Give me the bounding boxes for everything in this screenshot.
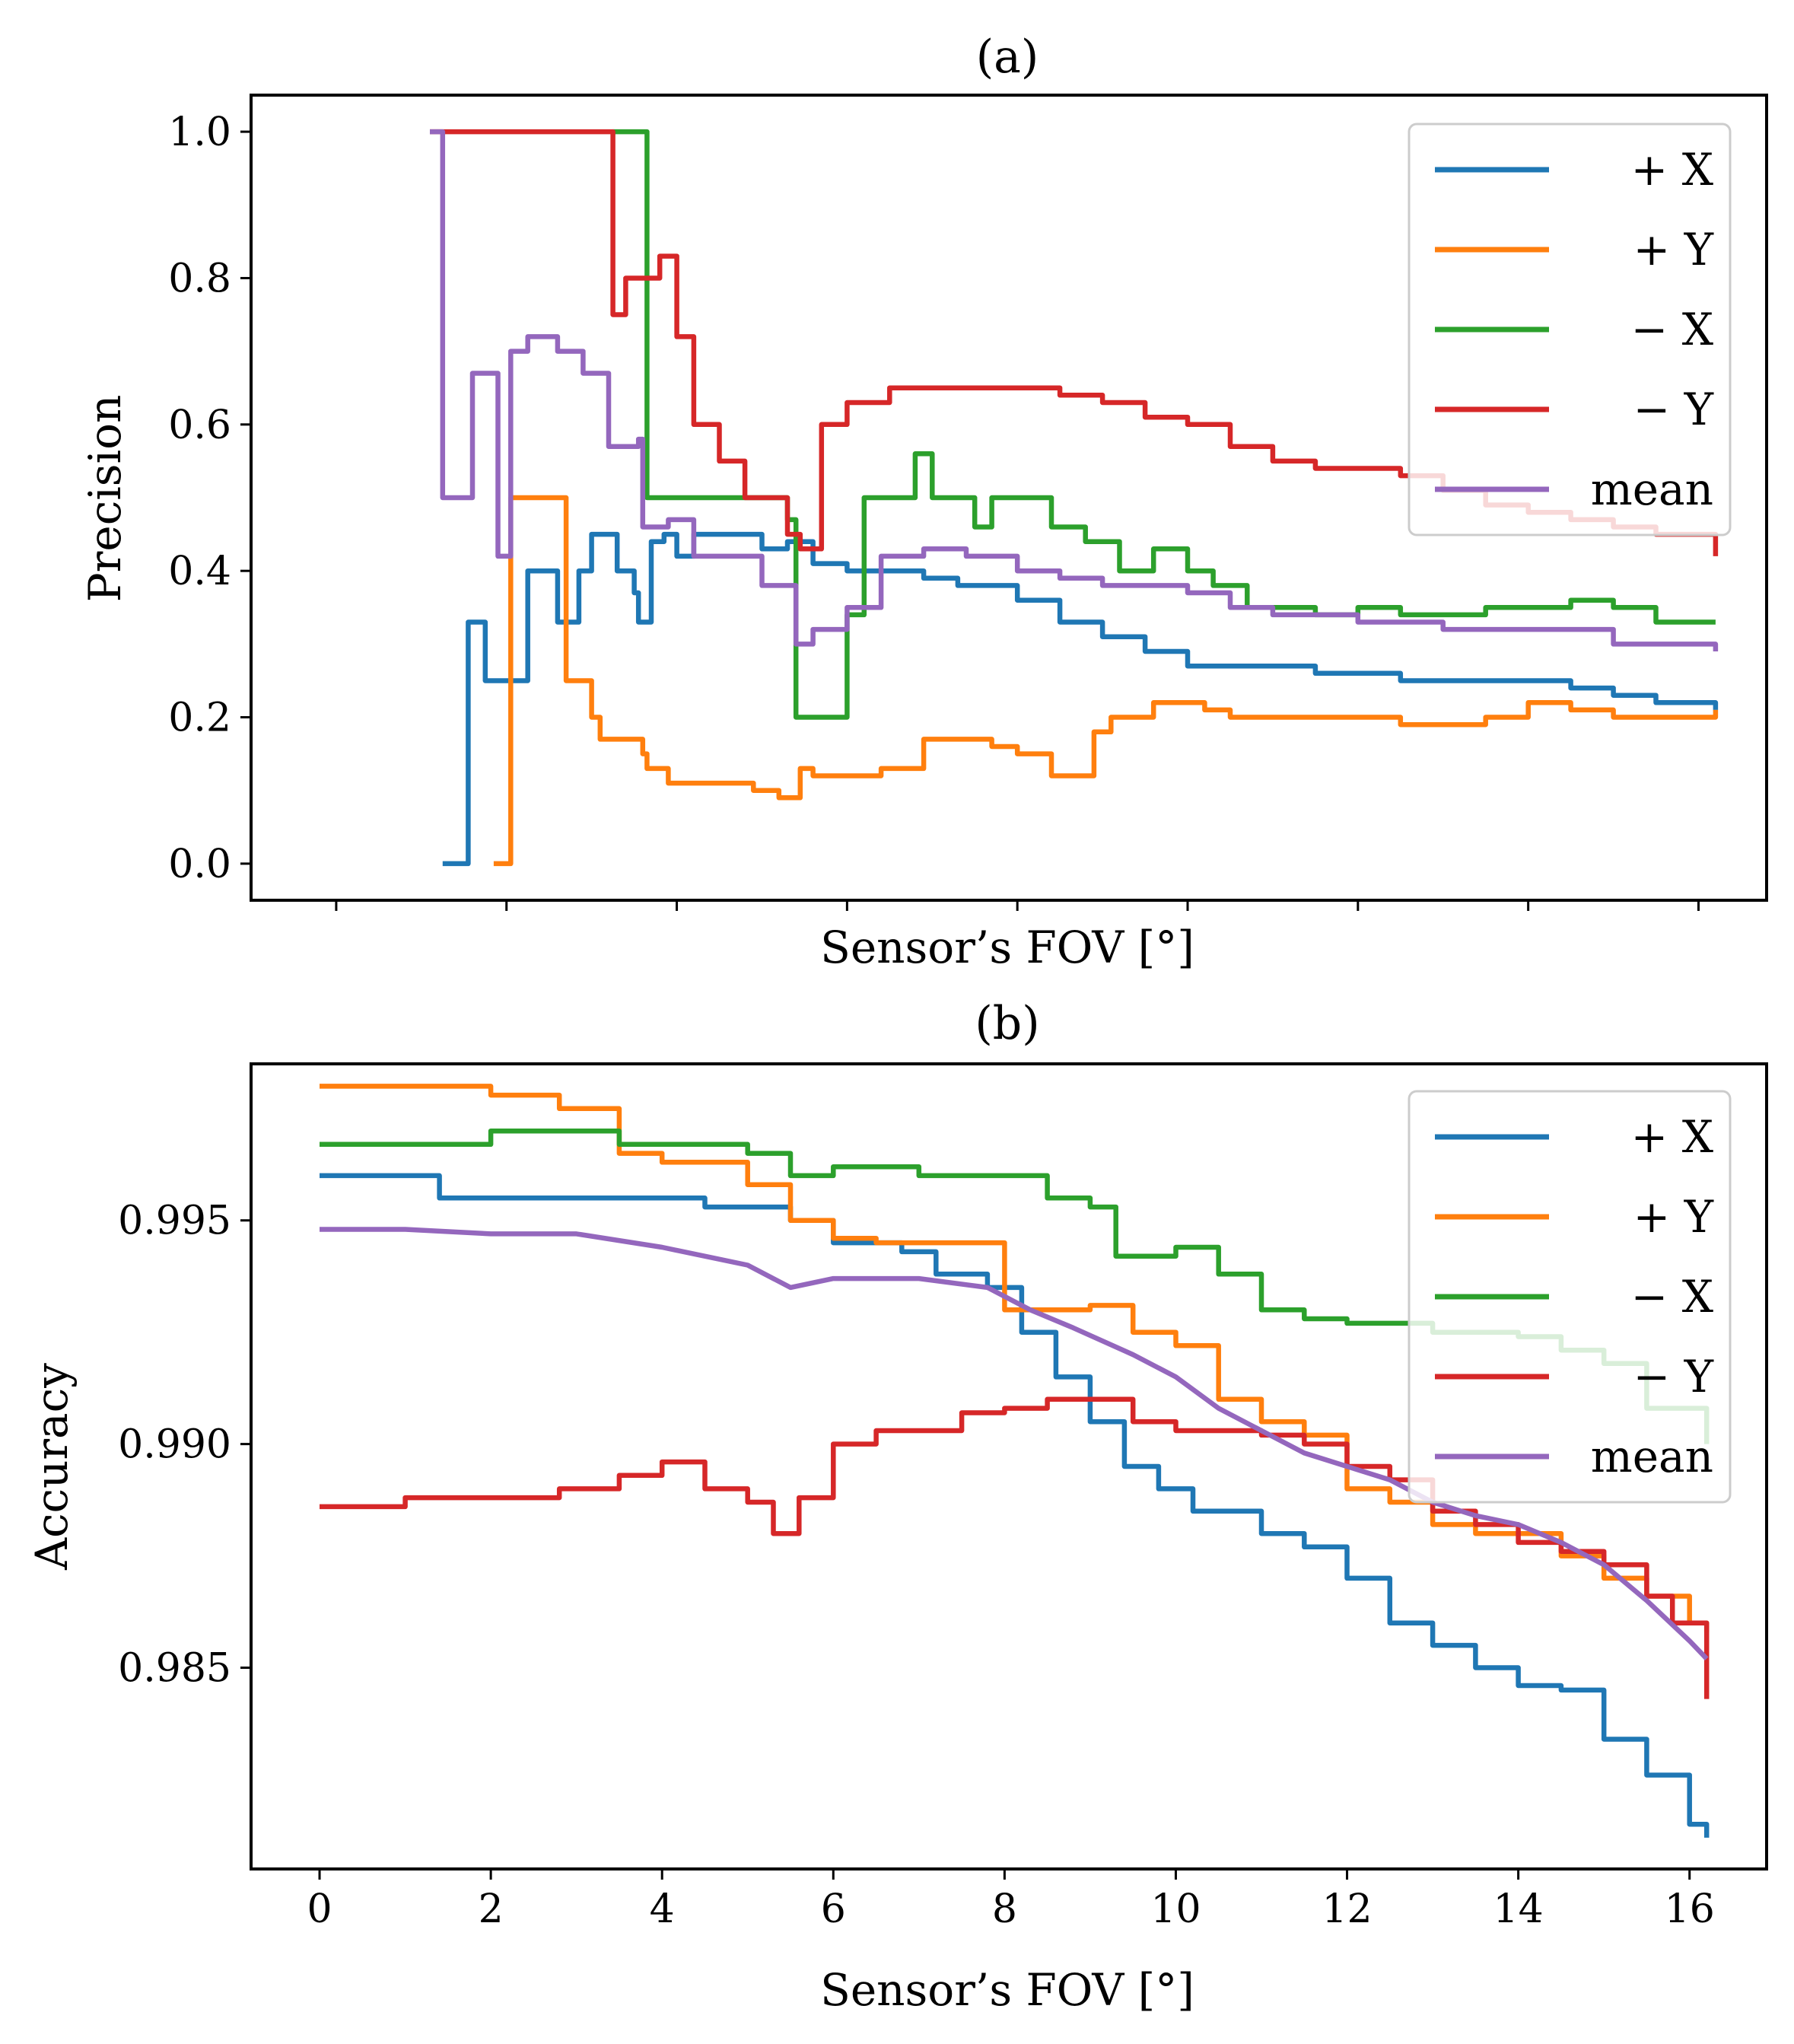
y-tick-label-b-0: 0.985 — [118, 1646, 231, 1692]
x-tick-label-b-6: 12 — [1322, 1886, 1372, 1932]
legend-b: + X + Y − X − Y mean — [1408, 1090, 1732, 1504]
y-tick-label-a-0: 0.0 — [168, 842, 231, 887]
legend-label-b-3: − Y — [1633, 1351, 1714, 1402]
x-tick-label-b-7: 14 — [1493, 1886, 1544, 1932]
legend-box-a — [1408, 123, 1732, 536]
plot-area-b — [320, 1084, 1710, 1838]
y-tick-label-a-5: 1.0 — [168, 110, 231, 155]
x-tick-label-b-5: 10 — [1150, 1886, 1201, 1932]
legend-label-a-1: + Y — [1633, 224, 1714, 275]
y-tick-label-a-2: 0.4 — [168, 549, 231, 594]
x-tick-label-b-8: 16 — [1665, 1886, 1715, 1932]
legend-label-a-2: − X — [1631, 304, 1714, 355]
y-tick-label-b-1: 0.990 — [118, 1422, 231, 1468]
ticks-a: 0.0 0.2 0.4 0.6 0.8 1.0 — [168, 110, 1700, 911]
y-tick-label-a-4: 0.8 — [168, 256, 231, 301]
y-axis-label-b: Accuracy — [26, 1363, 78, 1571]
legend-label-a-3: − Y — [1633, 384, 1714, 435]
series-line-a-0 — [442, 531, 1719, 867]
series-line-a-2 — [612, 129, 1716, 720]
legend-label-b-4: mean — [1591, 1431, 1713, 1482]
chart-title-b: (b) — [975, 997, 1039, 1050]
axes-frame-b — [250, 1062, 1768, 1870]
legend-label-a-4: mean — [1591, 463, 1713, 515]
x-tick-label-b-2: 4 — [650, 1886, 675, 1932]
x-tick-label-b-4: 8 — [992, 1886, 1017, 1932]
x-tick-label-b-3: 6 — [821, 1886, 846, 1932]
x-axis-label-b: Sensor’s FOV [°] — [820, 1964, 1194, 2016]
legend-box-b — [1408, 1090, 1732, 1504]
chart-panel-a: (a) 0.00.20.40.60.81.0 Sensor’s FOV [°] … — [79, 30, 1768, 973]
chart-title-a: (a) — [976, 30, 1039, 84]
series-line-a-4 — [430, 129, 1719, 651]
x-tick-label-b-0: 0 — [307, 1886, 332, 1932]
x-tick-label-b-1: 2 — [479, 1886, 504, 1932]
axes-frame-a — [250, 94, 1768, 902]
ticks-b: 0 2 4 6 8 10 12 14 16 0.985 0.990 0.995 — [118, 1199, 1715, 1932]
legend-label-b-0: + X — [1631, 1111, 1714, 1163]
y-tick-label-a-1: 0.2 — [168, 696, 231, 741]
series-line-b-3 — [320, 1396, 1710, 1699]
series-line-a-1 — [493, 495, 1719, 867]
legend-label-b-2: − X — [1631, 1271, 1714, 1323]
series-line-b-4 — [320, 1227, 1709, 1660]
y-tick-label-b-2: 0.995 — [118, 1199, 231, 1244]
y-tick-label-a-3: 0.6 — [168, 403, 231, 448]
legend-label-a-0: + X — [1631, 144, 1714, 196]
x-axis-label-a: Sensor’s FOV [°] — [820, 922, 1194, 973]
legend-label-b-1: + Y — [1633, 1191, 1714, 1243]
chart-panel-b: (b) 0 2 4 6 8 10 12 14 16 0.985 0.990 0.995 Sensor’… — [26, 997, 1768, 2016]
legend-a: + X + Y − X − Y mean — [1408, 123, 1732, 536]
y-axis-label-a: Precision — [79, 395, 131, 603]
